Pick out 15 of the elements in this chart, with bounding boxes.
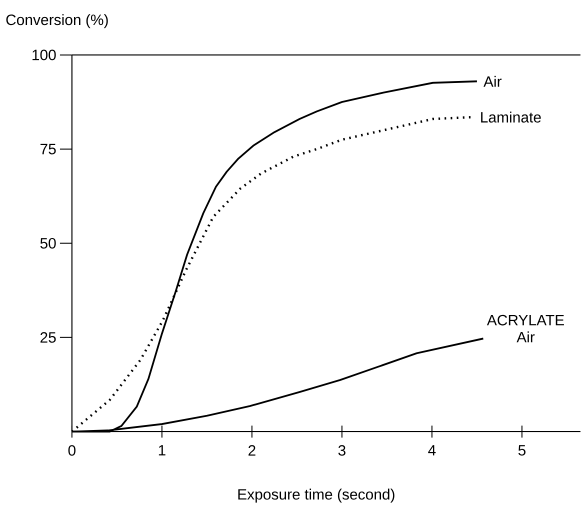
y-axis-title: Conversion (%) [6,14,108,28]
x-tick-label: 5 [518,445,526,456]
x-tick-label: 1 [158,445,166,456]
y-tick-label: 25 [40,332,56,343]
x-tick-label: 3 [338,445,346,456]
x-tick-label: 0 [68,445,76,456]
y-tick-label: 75 [40,144,56,155]
y-tick-label: 100 [32,50,56,60]
series-label: ACRYLATE Air [486,315,564,343]
y-tick-label: 50 [40,238,56,249]
series-label: Laminate [481,112,541,123]
series-label: Air [484,76,502,87]
x-tick-label: 4 [428,445,436,456]
x-tick-label: 2 [248,445,256,456]
x-axis-title: Exposure time (second) [238,488,394,503]
